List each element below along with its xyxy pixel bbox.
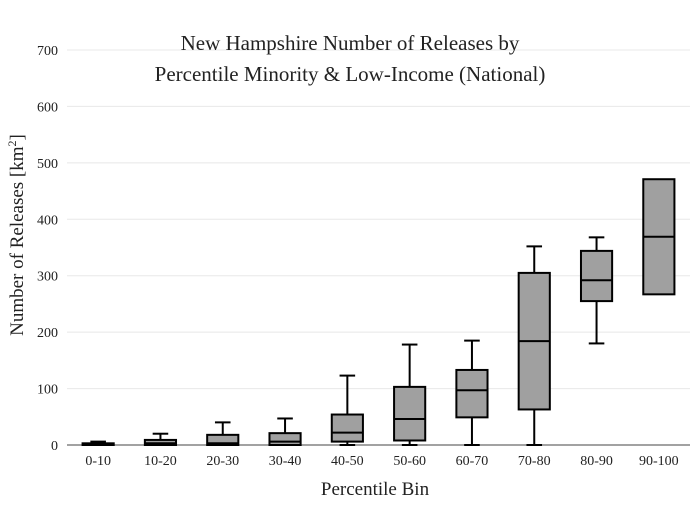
box-body	[330, 413, 364, 443]
y-tick-label: 600	[37, 100, 58, 115]
axes: 0 100 200 300 400 500 600 700 0-10 10-20 20-30 30-4…	[37, 44, 690, 469]
box-0-10	[81, 440, 115, 446]
x-tick-label: 0-10	[85, 454, 111, 469]
y-axis-title: Number of Releases [km2]	[5, 134, 28, 336]
box-40-50	[330, 374, 364, 446]
box-80-90	[579, 236, 614, 345]
chart-title: New Hampshire Number of Releases by Perc…	[155, 31, 546, 86]
y-tick-label: 100	[37, 383, 58, 398]
box-body	[579, 249, 614, 303]
box-body	[393, 385, 427, 442]
y-tick-label: 300	[37, 270, 58, 285]
y-tick-label: 400	[37, 213, 58, 228]
x-tick-label: 70-80	[518, 454, 551, 469]
y-tick-label: 0	[51, 439, 58, 454]
box-90-100	[642, 178, 676, 296]
box-body	[455, 368, 489, 419]
x-tick-label: 10-20	[144, 454, 177, 469]
box-50-60	[393, 343, 427, 446]
chart-title-line-2: Percentile Minority & Low-Income (Nation…	[155, 62, 546, 86]
box-70-80	[517, 245, 551, 446]
box-body	[268, 432, 302, 446]
y-axis-title-main: Number of Releases [km	[7, 146, 28, 336]
box-60-70	[455, 339, 489, 446]
x-axis-title: Percentile Bin	[321, 479, 430, 500]
y-axis-title-superscript: 2	[5, 140, 19, 146]
y-tick-label: 500	[37, 157, 58, 172]
y-axis-title-end: ]	[7, 134, 28, 140]
chart-title-line-1: New Hampshire Number of Releases by	[181, 31, 520, 55]
x-tick-label: 50-60	[393, 454, 426, 469]
box-10-20	[143, 432, 178, 446]
box-body	[206, 433, 240, 447]
grid-lines	[67, 49, 690, 390]
boxes	[81, 178, 676, 447]
y-tick-label: 700	[37, 44, 58, 59]
x-tick-label: 60-70	[456, 454, 489, 469]
x-tick-label: 40-50	[331, 454, 364, 469]
x-tick-label: 90-100	[639, 454, 679, 469]
x-tick-label: 20-30	[206, 454, 239, 469]
x-tick-label: 80-90	[580, 454, 613, 469]
box-30-40	[268, 417, 302, 446]
box-20-30	[206, 421, 240, 447]
x-tick-label: 30-40	[269, 454, 302, 469]
y-tick-label: 200	[37, 326, 58, 341]
